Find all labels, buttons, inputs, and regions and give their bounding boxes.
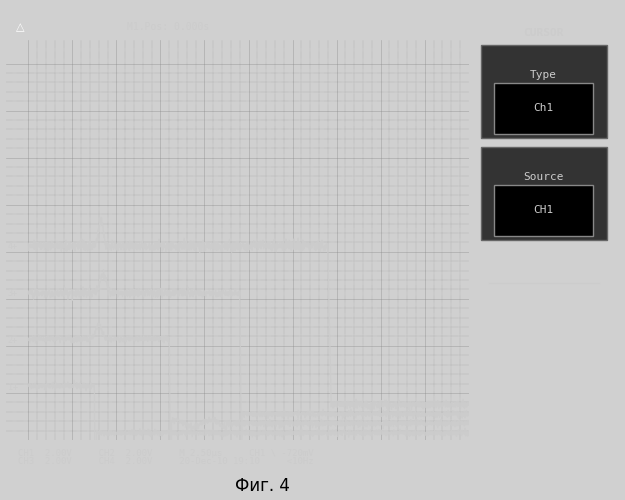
Text: 1+: 1+ bbox=[8, 383, 18, 392]
Text: Фиг. 4: Фиг. 4 bbox=[235, 477, 290, 495]
Text: 2+: 2+ bbox=[8, 336, 18, 344]
Text: CH3  2.00V     CH4  2.00V     20-Dec-10 19:10     <10Hz: CH3 2.00V CH4 2.00V 20-Dec-10 19:10 <10H… bbox=[18, 457, 314, 466]
Text: CURSOR: CURSOR bbox=[524, 28, 564, 38]
Text: 4+: 4+ bbox=[8, 242, 18, 250]
Text: CH1: CH1 bbox=[534, 206, 554, 216]
Text: △: △ bbox=[16, 22, 24, 32]
FancyBboxPatch shape bbox=[494, 185, 593, 236]
Text: Type: Type bbox=[530, 70, 558, 80]
FancyBboxPatch shape bbox=[481, 45, 607, 138]
Text: Ch1: Ch1 bbox=[534, 104, 554, 114]
Text: 3+: 3+ bbox=[8, 288, 18, 298]
Text: Source: Source bbox=[524, 172, 564, 182]
Text: M1.Pos: 0.000s: M1.Pos: 0.000s bbox=[127, 22, 209, 32]
FancyBboxPatch shape bbox=[481, 147, 607, 240]
Text: CH1  2.00V     CH2  2.00V     M 2.50μs     CH1 \ -720mV: CH1 2.00V CH2 2.00V M 2.50μs CH1 \ -720m… bbox=[18, 449, 314, 458]
FancyBboxPatch shape bbox=[494, 83, 593, 134]
